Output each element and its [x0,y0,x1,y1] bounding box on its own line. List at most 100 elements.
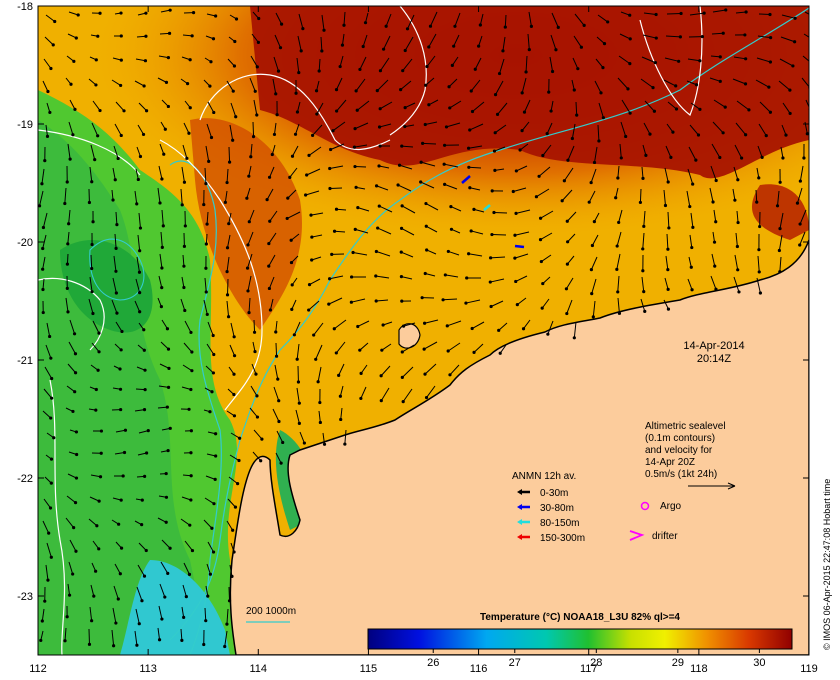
velocity-arrowhead [493,168,497,172]
velocity-arrow [182,254,185,267]
velocity-arrow [299,431,305,444]
velocity-arrowhead [733,198,737,202]
velocity-arrowhead [189,387,193,392]
legend-arrowhead [517,489,522,495]
velocity-arrowhead [267,241,271,246]
velocity-arrowhead [755,200,759,204]
velocity-arrow [46,102,51,113]
contour-3 [389,6,427,136]
velocity-arrow [296,101,301,113]
velocity-arrow [268,276,275,289]
velocity-arrowhead [424,395,429,400]
velocity-arrow [64,187,67,204]
velocity-arrowhead [118,387,123,391]
velocity-arrow [336,99,347,112]
velocity-arrowhead [49,356,53,360]
velocity-arrowhead [352,145,357,149]
velocity-arrowhead [515,302,519,307]
velocity-arrowhead [279,22,284,26]
velocity-arrowhead [624,134,628,139]
velocity-arrow [780,36,795,43]
velocity-arrowhead [295,357,299,361]
velocity-arrow [336,77,343,90]
lat-tick-label: -21 [17,355,33,367]
velocity-arrowhead [232,64,237,68]
velocity-arrowhead [182,615,186,619]
velocity-arrowhead [138,226,143,230]
velocity-arrowhead [403,106,407,110]
velocity-arrow [248,209,255,222]
velocity-arrow [184,320,192,333]
velocity-arrowhead [268,219,272,223]
velocity-arrowhead [141,132,146,137]
velocity-arrowhead [778,270,782,274]
velocity-arrow [230,322,235,337]
legend-label: 30-80m [540,503,574,514]
scale-arrowhead [727,482,736,490]
velocity-arrowhead [642,289,646,294]
velocity-arrowhead [90,290,94,294]
velocity-arrowhead [700,34,704,39]
velocity-arrowhead [477,44,481,48]
velocity-arrow [497,102,508,115]
velocity-arrowhead [232,392,236,397]
velocity-arrowhead [98,108,102,113]
velocity-arrow [343,11,346,26]
velocity-arrowhead [204,619,208,623]
velocity-arrow [226,80,234,92]
velocity-arrowhead [214,432,218,436]
velocity-arrow [490,256,506,259]
velocity-arrowhead [428,24,433,28]
velocity-arrowhead [285,216,289,221]
velocity-arrow [689,234,693,248]
velocity-arrows [38,8,809,649]
velocity-arrowhead [164,520,168,524]
velocity-arrowhead [41,246,45,251]
velocity-arrow [269,210,278,222]
velocity-arrow [565,277,574,290]
velocity-arrowhead [721,131,725,135]
velocity-arrowhead [188,106,192,110]
velocity-arrow [206,123,212,138]
velocity-arrow [642,34,657,39]
velocity-arrow [249,77,256,92]
velocity-arrowhead [361,44,365,49]
velocity-arrowhead [666,287,670,291]
velocity-arrowhead [230,574,234,578]
velocity-arrowhead [67,222,71,226]
contour-5 [38,129,141,176]
velocity-arrow [138,102,147,112]
velocity-arrow [566,211,577,222]
velocity-arrowhead [601,66,605,70]
velocity-arrow [205,365,214,374]
velocity-arrowhead [91,220,95,224]
lon-tick-label: 112 [29,663,47,675]
velocity-arrow [805,99,809,109]
velocity-arrowhead [448,373,452,377]
velocity-arrowhead [736,220,740,225]
velocity-arrow [92,100,101,111]
velocity-arrow [756,167,760,178]
velocity-arrowhead [167,366,171,370]
velocity-arrowhead [158,201,162,205]
velocity-arrowhead [206,594,210,598]
velocity-arrowhead [231,138,235,142]
velocity-arrowhead [122,450,127,455]
velocity-arrowhead [793,16,797,20]
velocity-arrowhead [401,69,405,73]
velocity-arrowhead [142,328,146,332]
velocity-arrow [204,497,215,505]
velocity-arrowhead [399,275,404,279]
velocity-arrow [782,102,791,114]
velocity-arrowhead [671,130,675,134]
velocity-arrowhead [522,110,527,114]
velocity-arrow [113,145,119,159]
velocity-arrowhead [185,82,190,86]
velocity-arrow [226,520,234,531]
velocity-arrowhead [747,108,751,112]
velocity-arrowhead [795,201,800,205]
velocity-arrow [45,124,48,137]
velocity-arrowhead [331,129,335,133]
velocity-arrow [757,35,771,39]
velocity-arrow [502,36,506,51]
